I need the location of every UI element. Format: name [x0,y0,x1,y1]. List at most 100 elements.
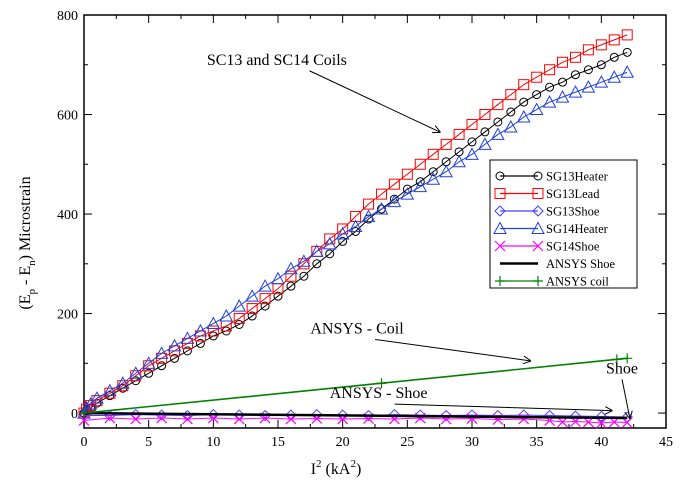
data-point [286,281,296,291]
data-point [452,154,466,168]
y-tick-label: 600 [57,109,78,124]
data-point [157,361,167,371]
legend-marker [495,276,505,286]
annotation-text: SC13 and SC14 Coils [207,52,347,69]
legend-marker [493,221,507,234]
data-point [182,346,192,356]
legend-item: ANSYS Shoe [500,257,616,271]
data-point [144,368,154,378]
data-point [466,118,478,130]
data-point [607,70,622,83]
data-point [311,408,323,421]
x-tick-label: 35 [530,435,544,450]
data-point [348,219,363,232]
data-point [245,289,259,302]
x-tick-label: 10 [206,435,220,450]
annotation-text: ANSYS - Shoe [330,385,428,402]
legend-item: SG13Lead [494,187,600,201]
data-point [195,338,205,348]
data-point [529,102,544,116]
data-point [246,303,258,315]
data-point [428,167,438,177]
legend-label: SG13Heater [546,170,609,184]
legend-marker [532,205,544,217]
data-point [401,168,413,180]
data-point [492,409,504,422]
data-point [335,226,350,240]
data-point [141,356,156,369]
data-point [400,187,415,200]
data-point [608,34,620,46]
series-line [83,357,628,414]
legend-marker [494,240,506,252]
data-point [453,128,465,140]
data-point [207,325,219,337]
data-point [376,378,387,389]
x-tick-label: 20 [336,435,350,450]
data-point [620,65,635,78]
data-point [170,353,180,363]
legend-label: SG13Lead [546,187,600,201]
y-tick-label: 200 [57,308,78,323]
data-point [180,331,195,344]
data-point [518,409,530,421]
plot-area: 0 5 10 15 20 25 30 35 40 45 0 200 400 600 800 [57,9,673,450]
data-point [362,409,375,422]
data-point [413,179,428,193]
data-point [103,383,117,397]
data-point [285,409,297,421]
data-point [312,259,322,269]
data-point [503,119,518,133]
data-point [465,147,479,160]
data-point [374,202,389,215]
y-tick-label: 800 [57,9,78,24]
data-point [544,64,556,76]
series-line [83,411,628,420]
data-point [90,391,104,404]
data-point [336,409,349,421]
data-point [582,44,594,56]
data-point [532,90,542,100]
x-tick-label: 40 [594,435,608,450]
data-point [506,107,516,117]
data-point [493,117,503,127]
legend-label: SG13Shoe [546,205,600,219]
x-tick-label: 45 [659,435,673,450]
data-point [128,366,143,379]
data-point [439,164,453,178]
data-point [285,270,297,282]
data-point [479,109,491,121]
data-point [440,409,452,422]
data-point [284,261,298,275]
data-point [78,415,90,426]
data-point [594,75,609,88]
data-point [309,244,324,257]
data-point [570,70,580,80]
data-point [611,354,622,365]
data-point [325,249,335,259]
y-axis-title: (Ep - En) Microstrain [17,176,38,309]
data-point [466,413,478,424]
data-point [519,97,529,107]
x-tick-label: 15 [271,435,285,450]
data-point [206,316,221,330]
data-point [182,413,193,425]
data-point [491,127,505,140]
data-point [622,353,633,364]
data-point [427,148,439,160]
legend-item: SG13Heater [495,170,609,184]
data-point [234,320,244,330]
data-point [414,158,426,170]
legend-marker [494,188,506,199]
data-point [480,127,490,137]
data-point [414,412,426,424]
data-point [558,77,568,87]
data-point [297,254,311,267]
legend-label: SG14Heater [546,222,609,236]
data-point [542,95,557,108]
x-axis-title: I2 (kA2) [311,458,362,478]
x-tick-label: 0 [81,435,88,450]
annotation-arrow [375,338,530,360]
data-point [154,346,169,359]
